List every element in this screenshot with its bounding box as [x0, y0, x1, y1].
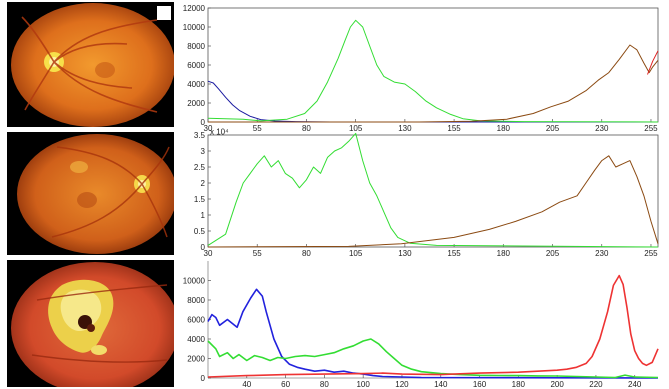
histogram-chart-2: 0 0.5 1 1.5 2 2.5 3 3.5 30 55 80 105 130 155 180 205 230…: [180, 128, 667, 258]
x-tick-label: 200: [550, 380, 564, 389]
y-tick-label: 4000: [187, 335, 205, 344]
y-tick-label: 8000: [187, 296, 205, 305]
series-line-4: [647, 50, 659, 75]
x-tick-label: 105: [349, 124, 363, 133]
plot-frame: [207, 134, 659, 248]
fundus-image-normal: [7, 2, 174, 127]
x-tick-label: 255: [644, 249, 658, 258]
series-line-2: [207, 155, 659, 248]
series-line-1: [207, 288, 659, 379]
y-exponent-label: x 10⁴: [210, 128, 229, 137]
histogram-chart-3-svg: 0 2000 4000 6000 8000 10000 40 60 80 100 120 140 160…: [183, 261, 659, 389]
x-tick-label: 55: [253, 249, 262, 258]
y-tick-label: 0: [201, 374, 206, 383]
y-tick-label: 1.5: [194, 195, 206, 204]
y-tick-label: 2: [201, 179, 206, 188]
series-line-2: [207, 338, 659, 379]
y-tick-label: 0: [201, 243, 206, 252]
x-tick-label: 180: [497, 249, 511, 258]
histogram-chart-3: 0 2000 4000 6000 8000 10000 40 60 80 100 120 140 160…: [180, 258, 667, 389]
x-tick-label: 230: [595, 249, 609, 258]
y-tick-label: 4000: [187, 80, 205, 89]
series-line-3: [207, 274, 659, 378]
x-tick-label: 100: [356, 380, 370, 389]
x-tick-label: 180: [512, 380, 526, 389]
x-tick-label: 80: [302, 124, 311, 133]
fundus-image-second: [7, 132, 174, 255]
x-tick-label: 105: [349, 249, 363, 258]
y-tick-label: 0.5: [194, 227, 206, 236]
x-tick-label: 60: [281, 380, 290, 389]
series-line-2: [207, 19, 659, 123]
x-tick-label: 160: [473, 380, 487, 389]
x-tick-label: 255: [644, 124, 658, 133]
x-tick-label: 205: [546, 249, 560, 258]
plot-frame: [207, 7, 659, 123]
y-tick-label: 2.5: [194, 163, 206, 172]
x-tick-label: 40: [242, 380, 251, 389]
y-tick-label: 8000: [187, 42, 205, 51]
y-tick-label: 10000: [183, 23, 206, 32]
series-line-3: [208, 44, 659, 123]
series-line-1: [207, 132, 659, 248]
x-tick-label: 230: [595, 124, 609, 133]
x-tick-label: 155: [447, 249, 461, 258]
x-tick-label: 55: [253, 124, 262, 133]
y-tick-label: 6000: [187, 61, 205, 70]
y-tick-label: 2000: [187, 99, 205, 108]
y-tick-label: 6000: [187, 316, 205, 325]
x-tick-label: 240: [628, 380, 642, 389]
y-tick-label: 1: [201, 211, 206, 220]
x-tick-label: 130: [398, 249, 412, 258]
histogram-chart-1: 0 2000 4000 6000 8000 10000 12000 30 55 80 105 130 1…: [180, 0, 667, 133]
y-tick-label: 0: [201, 118, 206, 127]
histogram-chart-1-svg: 0 2000 4000 6000 8000 10000 12000 30 55 80 105 130 1…: [183, 4, 659, 133]
x-tick-label: 80: [302, 249, 311, 258]
y-tick-label: 10000: [183, 277, 206, 286]
x-tick-label: 30: [204, 124, 213, 133]
x-tick-label: 30: [204, 249, 213, 258]
y-tick-label: 12000: [183, 4, 206, 13]
x-tick-label: 120: [395, 380, 409, 389]
fundus-image-lesion: [7, 260, 174, 387]
x-tick-label: 220: [589, 380, 603, 389]
x-tick-label: 155: [447, 124, 461, 133]
x-tick-label: 205: [546, 124, 560, 133]
x-tick-label: 80: [320, 380, 329, 389]
histogram-chart-2-svg: 0 0.5 1 1.5 2 2.5 3 3.5 30 55 80 105 130 155 180 205 230…: [194, 128, 659, 258]
x-tick-label: 130: [398, 124, 412, 133]
y-tick-label: 2000: [187, 355, 205, 364]
x-tick-label: 140: [434, 380, 448, 389]
y-tick-label: 3: [201, 147, 206, 156]
y-tick-label: 3.5: [194, 131, 206, 140]
x-tick-label: 180: [497, 124, 511, 133]
